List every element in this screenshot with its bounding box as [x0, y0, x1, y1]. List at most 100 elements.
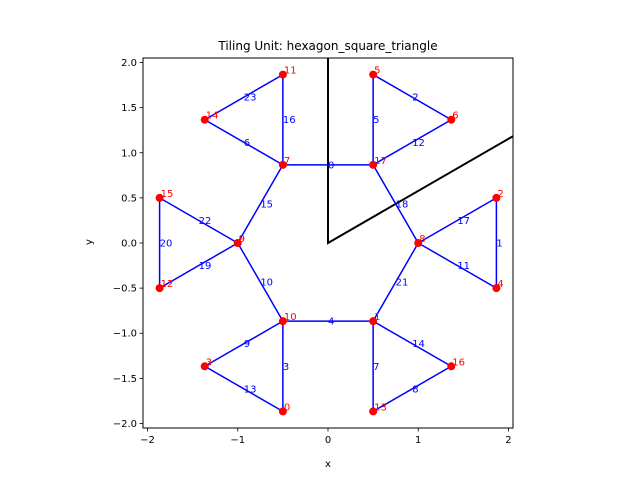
vertex-point [233, 239, 242, 247]
y-tick-label: −2.0 [113, 419, 137, 430]
edge-line [237, 242, 284, 322]
x-tick-label: 1 [415, 435, 421, 446]
edge-line [372, 164, 419, 244]
vertex-label: 14 [206, 111, 219, 122]
y-tick-label: 0.5 [121, 193, 137, 204]
x-tick-label: −2 [140, 435, 155, 446]
edge-line [372, 242, 419, 322]
vertex-point [278, 317, 287, 326]
x-tick-label: 0 [325, 435, 331, 446]
edge-line [372, 73, 452, 121]
x-axis-label: x [325, 459, 331, 470]
edge-line [159, 242, 239, 289]
y-tick-label: 0.0 [121, 239, 137, 250]
edge-line [204, 320, 284, 367]
vertex-label: 6 [452, 111, 458, 122]
vertex-point [155, 284, 164, 293]
vertex-label: 2 [497, 189, 503, 200]
edge-line [204, 365, 284, 413]
vertex-label: 13 [374, 402, 387, 413]
vertex-point [278, 70, 287, 79]
edge-label: 12 [412, 138, 425, 149]
edge-label: 4 [328, 317, 334, 328]
plot-clip-group: 0123456789101112131415161718192021222301… [155, 58, 513, 416]
edge-line [204, 119, 284, 166]
edge-label: 7 [373, 362, 379, 373]
y-tick-label: 1.0 [121, 148, 137, 159]
edge-label: 13 [244, 384, 257, 395]
vertex-label: 7 [284, 156, 290, 167]
y-tick-label: −1.5 [113, 374, 137, 385]
vertex-label: 0 [284, 402, 290, 413]
edge-label: 21 [396, 278, 409, 289]
edge-label: 16 [283, 115, 296, 126]
edge-line [159, 197, 239, 244]
chart-title: Tiling Unit: hexagon_square_triangle [217, 39, 437, 53]
vertex-label: 9 [239, 234, 245, 245]
edge-label: 17 [457, 216, 470, 227]
vertex-label: 5 [374, 66, 380, 77]
edge-label: 23 [244, 93, 257, 104]
vertex-label: 15 [161, 189, 174, 200]
vertex-point [369, 407, 378, 416]
vertex-point [278, 160, 287, 169]
edge-line [417, 242, 497, 289]
vertex-label: 3 [206, 357, 212, 368]
vertex-point [369, 160, 378, 169]
vertex-label: 17 [374, 156, 387, 167]
vertex-point [447, 115, 456, 124]
edge-label: 18 [396, 199, 409, 210]
edge-line [417, 197, 497, 244]
edge-label: 19 [199, 261, 212, 272]
vertex-point [200, 115, 209, 124]
vertex-label: 10 [284, 312, 297, 323]
edge-label: 20 [160, 239, 173, 250]
vertex-point [414, 239, 423, 247]
y-axis-label: y [84, 239, 95, 245]
edge-label: 2 [412, 93, 418, 104]
edge-label: 0 [328, 160, 334, 171]
edge-label: 3 [283, 362, 289, 373]
vertex-label: 8 [419, 234, 425, 245]
vertex-label: 11 [284, 66, 297, 77]
x-axis-ticks: −2 −1 0 1 2 [140, 428, 512, 446]
y-tick-label: 1.5 [121, 103, 137, 114]
edge-line [372, 365, 452, 413]
vertex-point [369, 317, 378, 326]
wedge-line [327, 58, 513, 245]
edge-label: 15 [260, 199, 273, 210]
edge-label: 11 [457, 261, 470, 272]
y-tick-label: −1.0 [113, 329, 137, 340]
vertex-label: 4 [497, 279, 503, 290]
x-tick-label: 2 [505, 435, 511, 446]
edge-label: 5 [373, 115, 379, 126]
vertex-label: 1 [374, 312, 380, 323]
edge-label: 6 [244, 138, 250, 149]
vertex-point [492, 193, 501, 202]
plot-area: 0123456789101112131415161718192021222301… [155, 58, 513, 416]
edge-label: 10 [260, 278, 273, 289]
y-axis-ticks: −2.0 −1.5 −1.0 −0.5 0.0 0.5 1.0 1.5 2.0 [113, 58, 143, 430]
y-tick-label: −0.5 [113, 284, 137, 295]
vertex-point [492, 284, 501, 293]
y-tick-label: 2.0 [121, 58, 137, 69]
x-tick-label: −1 [230, 435, 245, 446]
vertex-point [447, 362, 456, 371]
edge-line [372, 320, 452, 367]
edge-label: 9 [244, 339, 250, 350]
edge-label: 22 [199, 216, 212, 227]
vertex-label: 12 [161, 279, 174, 290]
vertex-label: 16 [452, 357, 465, 368]
edge-line [237, 164, 284, 244]
vertex-point [278, 407, 287, 416]
edge-label: 1 [496, 239, 502, 250]
edge-line [204, 73, 284, 121]
vertex-point [369, 70, 378, 79]
edge-label: 8 [412, 384, 418, 395]
vertex-point [200, 362, 209, 371]
edge-line [372, 119, 452, 166]
vertex-point [155, 193, 164, 202]
edge-label: 14 [412, 339, 425, 350]
